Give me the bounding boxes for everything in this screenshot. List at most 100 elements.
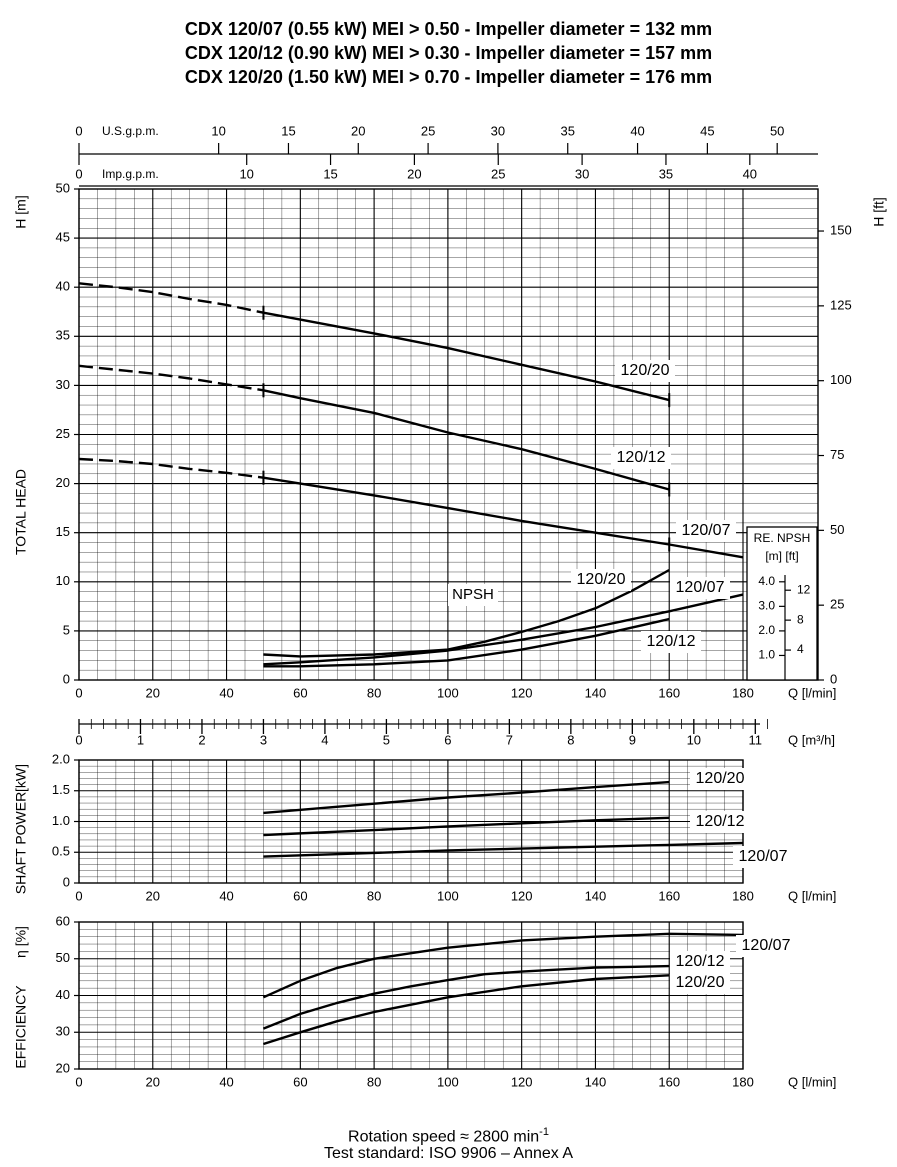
head-curve-120-07 [263,476,744,559]
m3h-tick-label: 0 [75,732,82,747]
usgpm-tick-label: 10 [211,123,225,138]
power-x-tick-label: 40 [219,888,233,903]
rotation-speed-unit-exponent: -1 [539,1126,549,1138]
head-ft-tick-label: 125 [830,297,852,312]
npsh-inset-m-tick-label: 2.0 [758,623,775,637]
efficiency-y-unit-label: η [%] [13,926,29,958]
npsh-inset-ft-tick-label: 12 [797,582,811,596]
head-x-tick-label: 20 [146,685,160,700]
head-y-tick-label: 15 [56,524,70,539]
head-y-tick-label: 25 [56,426,70,441]
head-ft-unit-label: H [ft] [871,197,887,227]
npsh-curve-120-12 [263,617,670,668]
npsh-label-120-20-bg [571,569,631,591]
efficiency-y-axis-title: EFFICIENCY [13,985,29,1069]
impgpm-tick-label: 10 [239,166,253,181]
head-ft-tick-label: 25 [830,597,844,612]
power-label-120-07-bg [733,846,793,868]
efficiency-x-axis-label: Q [l/min] [788,1074,836,1089]
impgpm-axis-label: Imp.g.p.m. [102,167,159,181]
power-y-tick-label: 2.0 [52,751,70,766]
efficiency-x-tick-label: 20 [146,1074,160,1089]
m3h-tick-label: 2 [198,732,205,747]
impgpm-tick-label: 15 [323,166,337,181]
npsh-inset-units: [m] [ft] [765,549,798,563]
npsh-label-120-12-bg [641,631,701,653]
power-label-120-20: 120/20 [696,770,745,787]
head-curve-dashed-120-07 [78,457,264,479]
npsh-inset-ft-tick-label: 8 [797,612,804,626]
head-label-120-20-bg [615,360,675,382]
npsh-label: NPSH [452,586,494,603]
head-x-tick-label: 0 [75,685,82,700]
usgpm-axis-label: U.S.g.p.m. [102,124,159,138]
efficiency-curve-120-07 [262,932,744,999]
head-x-tick-label: 140 [585,685,607,700]
power-x-tick-label: 20 [146,888,160,903]
head-label-120-07-bg [676,520,736,542]
efficiency-y-tick-label: 30 [56,1024,70,1039]
efficiency-curve-120-12 [262,964,670,1030]
m3h-tick-label: 7 [506,732,513,747]
efficiency-y-tick-label: 60 [56,913,70,928]
head-ft-tick-label: 150 [830,222,852,237]
npsh-label-bg [448,584,498,606]
m3h-tick-label: 1 [137,732,144,747]
efficiency-x-tick-label: 160 [658,1074,680,1089]
usgpm-tick-label: 50 [770,123,784,138]
m3h-tick-label: 9 [629,732,636,747]
chart-title-line-3: CDX 120/20 (1.50 kW) MEI > 0.70 - Impell… [184,67,713,87]
efficiency-y-tick-label: 40 [56,987,70,1002]
efficiency-x-tick-label: 140 [585,1074,607,1089]
head-y-tick-label: 0 [63,671,70,686]
power-label-120-12: 120/12 [696,813,745,830]
m3h-tick-label: 10 [687,732,701,747]
power-x-tick-label: 140 [585,888,607,903]
npsh-curve-120-07 [263,593,744,666]
chart-title-line-1: CDX 120/07 (0.55 kW) MEI > 0.50 - Impell… [184,19,713,39]
rotation-speed: Rotation speed ≈ 2800 min-1 [0,1122,897,1147]
head-x-tick-label: 160 [658,685,680,700]
head-ft-tick-label: 0 [830,671,837,686]
usgpm-tick-label: 25 [421,123,435,138]
efficiency-x-tick-label: 120 [511,1074,533,1089]
efficiency-x-tick-label: 60 [293,1074,307,1089]
power-curve-120-07 [263,841,744,858]
head-x-tick-label: 100 [437,685,459,700]
usgpm-tick-label: 45 [700,123,714,138]
head-y-tick-label: 45 [56,230,70,245]
impgpm-tick-label: 40 [743,166,757,181]
test-standard: Test standard: ISO 9906 – Annex A [323,1145,574,1162]
head-x-axis-label: Q [l/min] [788,685,836,700]
power-x-tick-label: 160 [658,888,680,903]
head-x-tick-label: 180 [732,685,754,700]
power-curve-120-12 [263,816,670,837]
power-x-tick-label: 80 [367,888,381,903]
head-label-120-07: 120/07 [682,522,731,539]
head-y-tick-label: 5 [63,622,70,637]
npsh-curve-120-20 [263,568,670,658]
m3h-tick-label: 4 [321,732,328,747]
head-y-tick-label: 40 [56,279,70,294]
head-x-tick-label: 120 [511,685,533,700]
head-y-tick-label: 50 [56,180,70,195]
efficiency-curve-120-20 [263,974,670,1046]
efficiency-x-tick-label: 0 [75,1074,82,1089]
head-curve-dashed-120-20 [78,282,264,314]
power-x-axis-label: Q [l/min] [788,888,836,903]
efficiency-label-120-12-bg [670,951,730,973]
efficiency-label-120-12: 120/12 [676,953,725,970]
efficiency-y-tick-label: 50 [56,950,70,965]
head-y-tick-label: 20 [56,475,70,490]
usgpm-tick-label: 40 [630,123,644,138]
efficiency-x-tick-label: 40 [219,1074,233,1089]
npsh-label-120-20: 120/20 [577,571,626,588]
head-y-tick-label: 10 [56,573,70,588]
npsh-label-120-07: 120/07 [676,579,725,596]
usgpm-tick-label: 20 [351,123,365,138]
head-label-120-20: 120/20 [621,362,670,379]
usgpm-tick-label: 0 [75,123,82,138]
npsh-inset-m-tick-label: 1.0 [758,648,775,662]
power-label-120-20-bg [690,768,750,790]
